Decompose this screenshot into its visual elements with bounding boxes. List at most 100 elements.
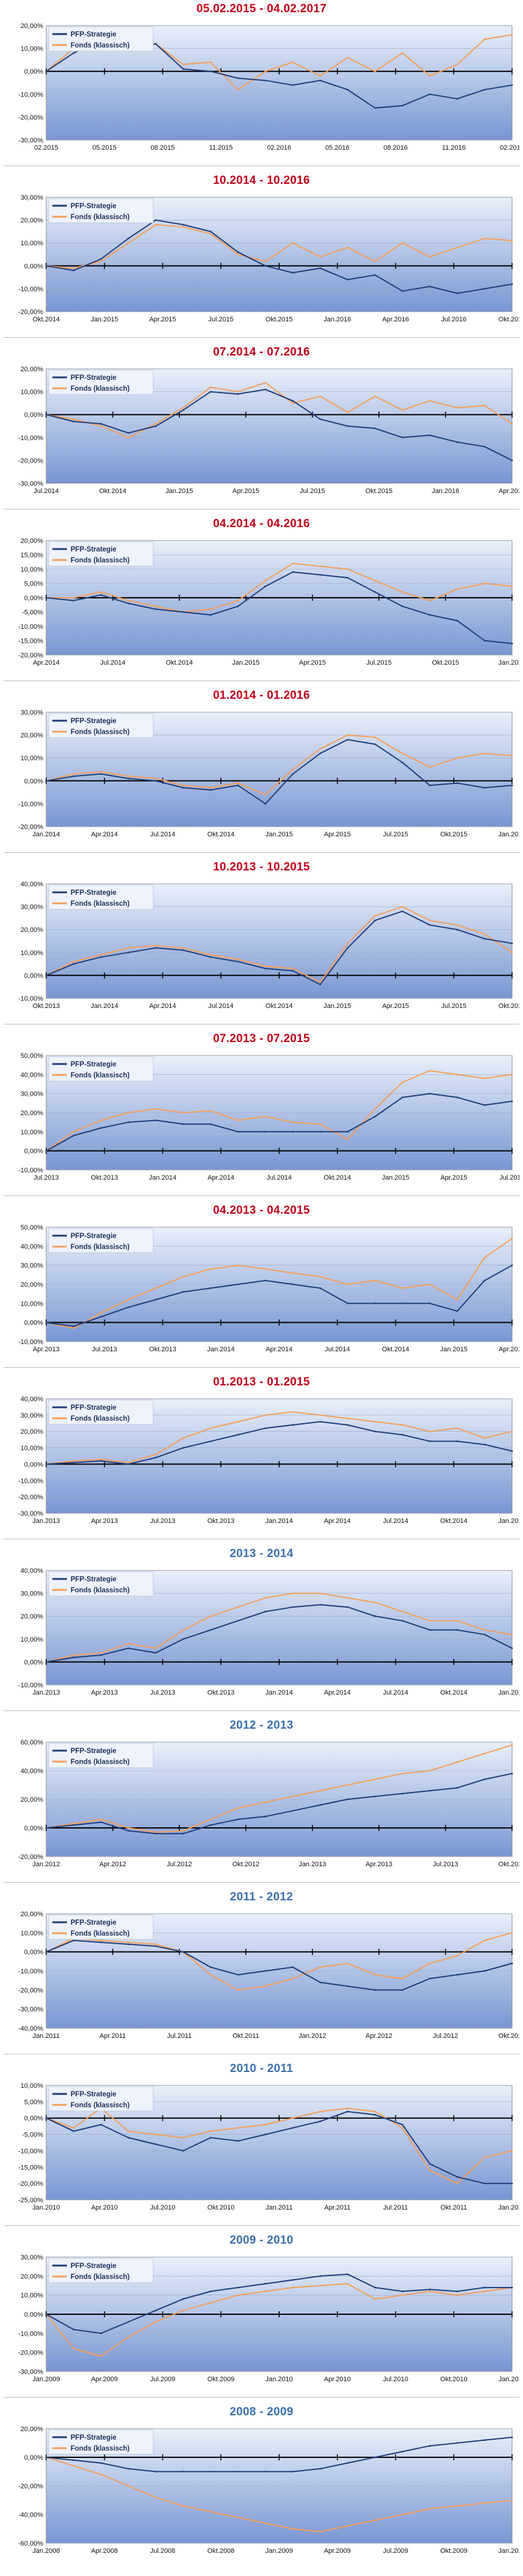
x-tick-label: Okt.2011	[232, 2032, 259, 2040]
x-tick-label: Jan.2014	[91, 1003, 118, 1010]
line-chart: 20,00% 10,00% 0,00% -10,00% -20,00% -30,00% -4…	[18, 1911, 519, 2040]
x-tick-label: Jan.2011	[266, 2204, 293, 2211]
x-tick-label: Jan.2015	[440, 1346, 468, 1353]
y-tick-label: 0,00%	[24, 778, 43, 785]
x-tick-label: Jul.2009	[150, 2376, 176, 2383]
y-tick-label: -10,00%	[18, 1167, 43, 1174]
data-point	[429, 434, 431, 436]
data-point	[154, 219, 157, 221]
x-tick-label: Jul.2009	[383, 2547, 409, 2555]
x-tick-label: 02.2015	[34, 144, 58, 152]
x-tick-label: Jan.2011	[33, 2032, 60, 2040]
x-tick-label: Jan.2011	[499, 2376, 519, 2383]
y-tick-label: 60,00%	[21, 1739, 44, 1746]
data-point	[319, 79, 321, 82]
y-tick-label: -10,00%	[18, 2147, 43, 2155]
data-point	[182, 1830, 184, 1832]
series-line-fonds	[46, 2283, 513, 2357]
x-tick-label: Apr.2014	[91, 831, 118, 838]
chart-panel: 05.02.2015 - 04.02.2017 20,00% 10,00% 0,00%…	[4, 0, 519, 159]
x-tick-label: Okt.2015	[440, 831, 468, 838]
data-point	[100, 1818, 102, 1821]
data-point	[374, 1989, 376, 1991]
data-point	[511, 84, 513, 86]
data-point	[429, 1069, 431, 1072]
data-point	[209, 1123, 212, 1125]
data-point	[347, 88, 349, 91]
x-tick-label: Jul.2015	[208, 316, 234, 323]
data-point	[127, 1941, 130, 1944]
x-tick-label: Jan.2014	[265, 1689, 293, 1696]
data-point	[182, 2150, 184, 2152]
data-point	[456, 2442, 459, 2444]
data-point	[182, 1638, 184, 1640]
data-point	[72, 775, 75, 777]
x-tick-label: Jan.2012	[32, 1861, 60, 1868]
data-point	[209, 1110, 212, 1112]
data-point	[154, 43, 157, 45]
x-tick-label: Jan.2015	[265, 831, 293, 838]
legend-box	[48, 2258, 154, 2283]
data-point	[127, 242, 130, 244]
data-point	[265, 2283, 266, 2285]
data-point	[237, 88, 239, 91]
data-point	[265, 1279, 266, 1282]
data-point	[100, 2124, 102, 2126]
data-point	[429, 2508, 431, 2510]
data-point	[237, 784, 239, 786]
y-tick-label: -20,00%	[18, 652, 43, 659]
x-tick-label: Jan.2015	[165, 488, 193, 495]
legend-label: PFP-Strategie	[71, 31, 116, 38]
x-tick-label: Jul.2014	[383, 1689, 409, 1696]
x-tick-label: Okt.2014	[440, 1689, 468, 1696]
data-point	[511, 755, 513, 757]
legend-box	[48, 198, 154, 223]
data-point	[292, 1411, 294, 1413]
data-point	[292, 402, 294, 404]
data-point	[45, 1321, 47, 1324]
x-tick-label: Apr.2012	[99, 1861, 126, 1868]
data-point	[483, 446, 486, 448]
data-point	[511, 1430, 513, 1433]
data-point	[100, 1654, 102, 1656]
x-tick-label: Apr.2013	[365, 1861, 392, 1868]
data-point	[72, 963, 75, 965]
x-tick-label: Okt.2010	[207, 2204, 235, 2211]
data-point	[347, 2525, 349, 2527]
y-tick-label: 20,00%	[21, 1110, 44, 1117]
series-line-pfp-strategie	[46, 1939, 513, 1991]
data-point	[182, 1951, 184, 1953]
data-point	[511, 1264, 513, 1267]
chart-title: 2012 - 2013	[229, 1719, 294, 1732]
x-tick-label: Jan.2014	[207, 1346, 235, 1353]
data-point	[319, 1604, 321, 1606]
data-point	[483, 288, 486, 290]
data-point	[347, 1962, 349, 1964]
data-point	[209, 1824, 212, 1826]
data-point	[265, 1611, 266, 1613]
x-tick-label: Jan.2013	[32, 1517, 60, 1525]
data-point	[429, 1430, 431, 1433]
data-point	[511, 422, 513, 425]
x-tick-label: Okt.2013	[207, 1689, 235, 1696]
legend-label: Fonds (klassisch)	[71, 1415, 130, 1423]
data-point	[429, 2288, 431, 2291]
panel-divider	[4, 2397, 519, 2398]
y-tick-label: 5,00%	[24, 2099, 43, 2106]
data-point	[72, 600, 75, 602]
data-point	[265, 2522, 266, 2524]
data-point	[347, 568, 349, 570]
chart-legend: PFP-Strategie Fonds (klassisch)	[48, 1743, 154, 1768]
x-tick-label: 02.2016	[267, 144, 291, 152]
data-point	[45, 1150, 47, 1152]
data-point	[401, 1773, 404, 1775]
chart-legend: PFP-Strategie Fonds (klassisch)	[48, 541, 154, 567]
x-tick-label: Okt.2010	[440, 2376, 468, 2383]
x-tick-label: Jul.2010	[383, 2376, 409, 2383]
legend-label: PFP-Strategie	[71, 1748, 116, 1755]
panel-divider	[4, 337, 519, 338]
x-tick-label: Jul.2013	[92, 1346, 117, 1353]
y-tick-label: 40,00%	[21, 881, 44, 888]
data-point	[265, 2291, 266, 2292]
y-tick-label: 10,00%	[21, 566, 44, 573]
